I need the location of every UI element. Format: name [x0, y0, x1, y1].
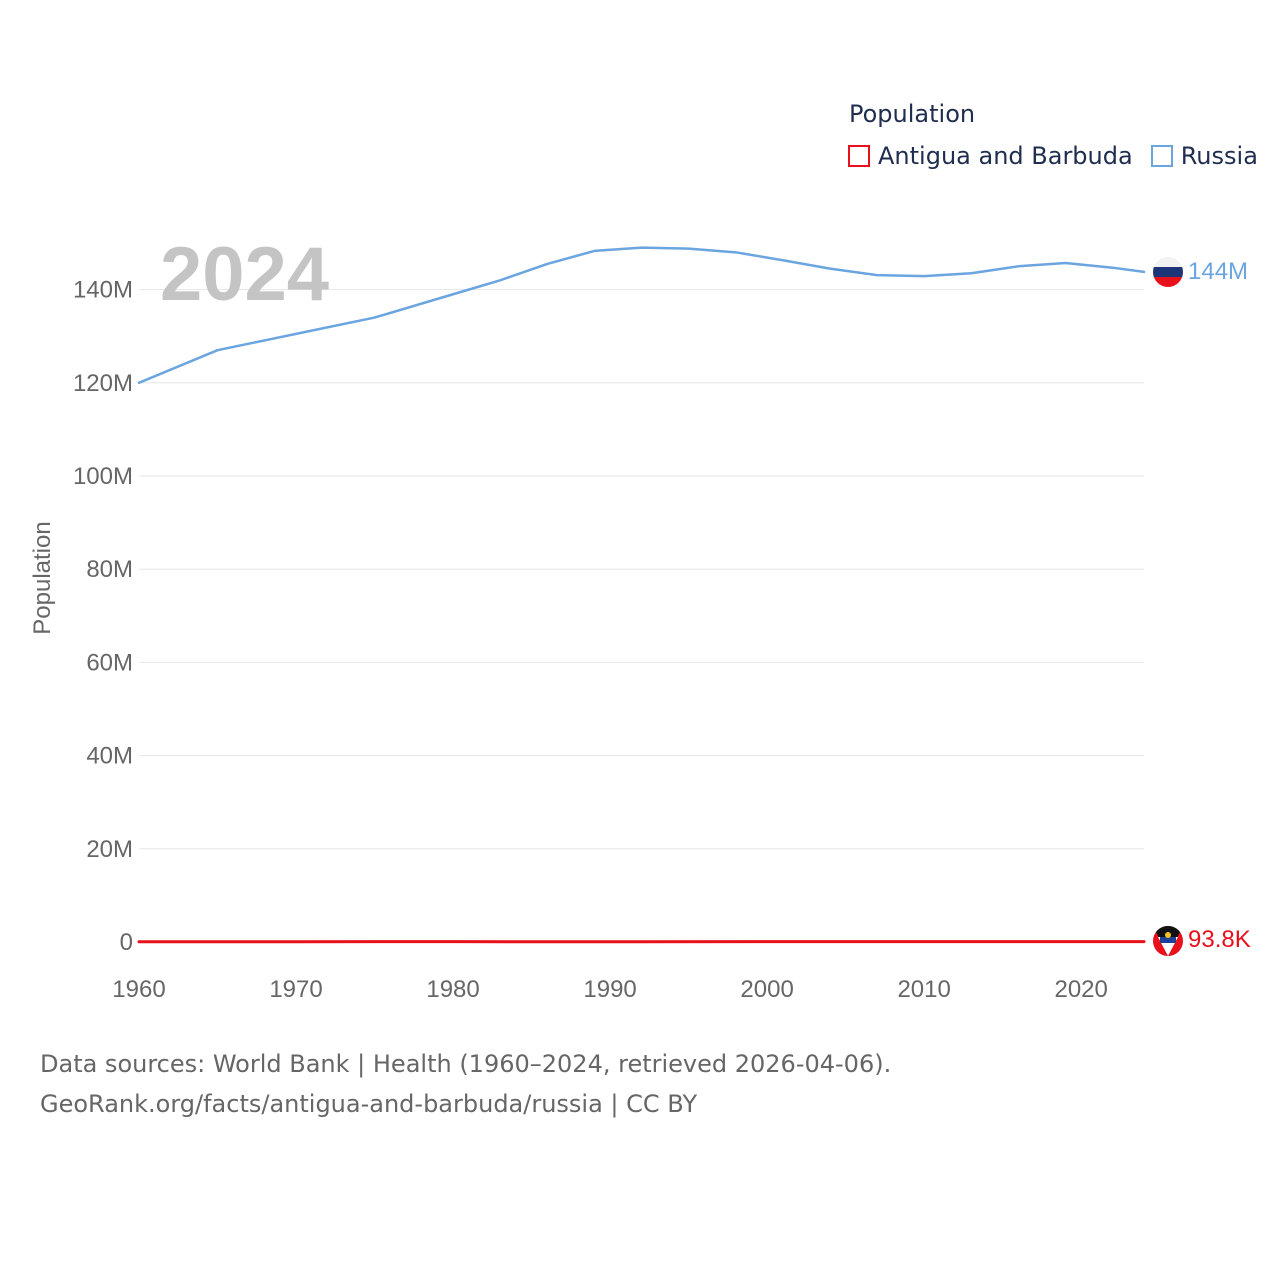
- legend: Antigua and Barbuda Russia: [848, 142, 1276, 170]
- y-tick-label: 120M: [73, 370, 133, 397]
- x-tick-label: 1980: [426, 976, 479, 1003]
- y-axis-ticks: 0 20M 40M 60M 80M 100M 120M 140M: [73, 277, 133, 956]
- legend-title: Population: [849, 100, 976, 128]
- legend-swatch: [1150, 145, 1173, 167]
- legend-swatch: [848, 145, 870, 167]
- x-tick-label: 2010: [897, 976, 950, 1003]
- legend-item-russia[interactable]: Russia: [1150, 142, 1258, 170]
- series-line-russia: [137, 246, 1146, 385]
- x-tick-label: 2020: [1054, 976, 1107, 1003]
- x-tick-label: 2000: [740, 976, 793, 1003]
- footer: Data sources: World Bank | Health (1960–…: [40, 1044, 891, 1124]
- end-label-antigua-and-barbuda: 93.8K: [1188, 926, 1251, 953]
- y-tick-label: 60M: [86, 649, 133, 676]
- data-sources-text: Data sources: World Bank | Health (1960–…: [40, 1050, 892, 1078]
- y-tick-label: 20M: [86, 836, 133, 863]
- legend-item-antigua[interactable]: Antigua and Barbuda: [848, 142, 1133, 170]
- x-tick-label: 1970: [269, 976, 322, 1003]
- russia-flag-icon: [1153, 257, 1183, 287]
- y-axis-label: Population: [29, 521, 56, 634]
- series-lines: [137, 246, 1146, 944]
- antigua-flag-icon: [1153, 926, 1183, 956]
- series-end-labels: 144M 93.8K: [1188, 258, 1251, 953]
- y-tick-label: 140M: [73, 277, 133, 304]
- y-tick-label: 100M: [73, 463, 133, 490]
- end-label-russia: 144M: [1188, 258, 1248, 285]
- gridlines: [139, 289, 1144, 943]
- x-tick-label: 1990: [583, 976, 636, 1003]
- y-tick-label: 80M: [86, 556, 133, 583]
- x-tick-label: 1960: [112, 976, 165, 1003]
- x-axis-ticks: 1960 1970 1980 1990 2000 2010 2020: [112, 976, 1108, 1003]
- year-label: 2024: [160, 232, 329, 317]
- y-tick-label: 40M: [86, 743, 133, 770]
- legend-label: Antigua and Barbuda: [878, 142, 1133, 170]
- series-end-markers: [1153, 257, 1183, 956]
- y-tick-label: 0: [120, 929, 133, 956]
- source-link[interactable]: GeoRank.org/facts/antigua-and-barbuda/ru…: [40, 1090, 698, 1118]
- legend-label: Russia: [1180, 142, 1258, 170]
